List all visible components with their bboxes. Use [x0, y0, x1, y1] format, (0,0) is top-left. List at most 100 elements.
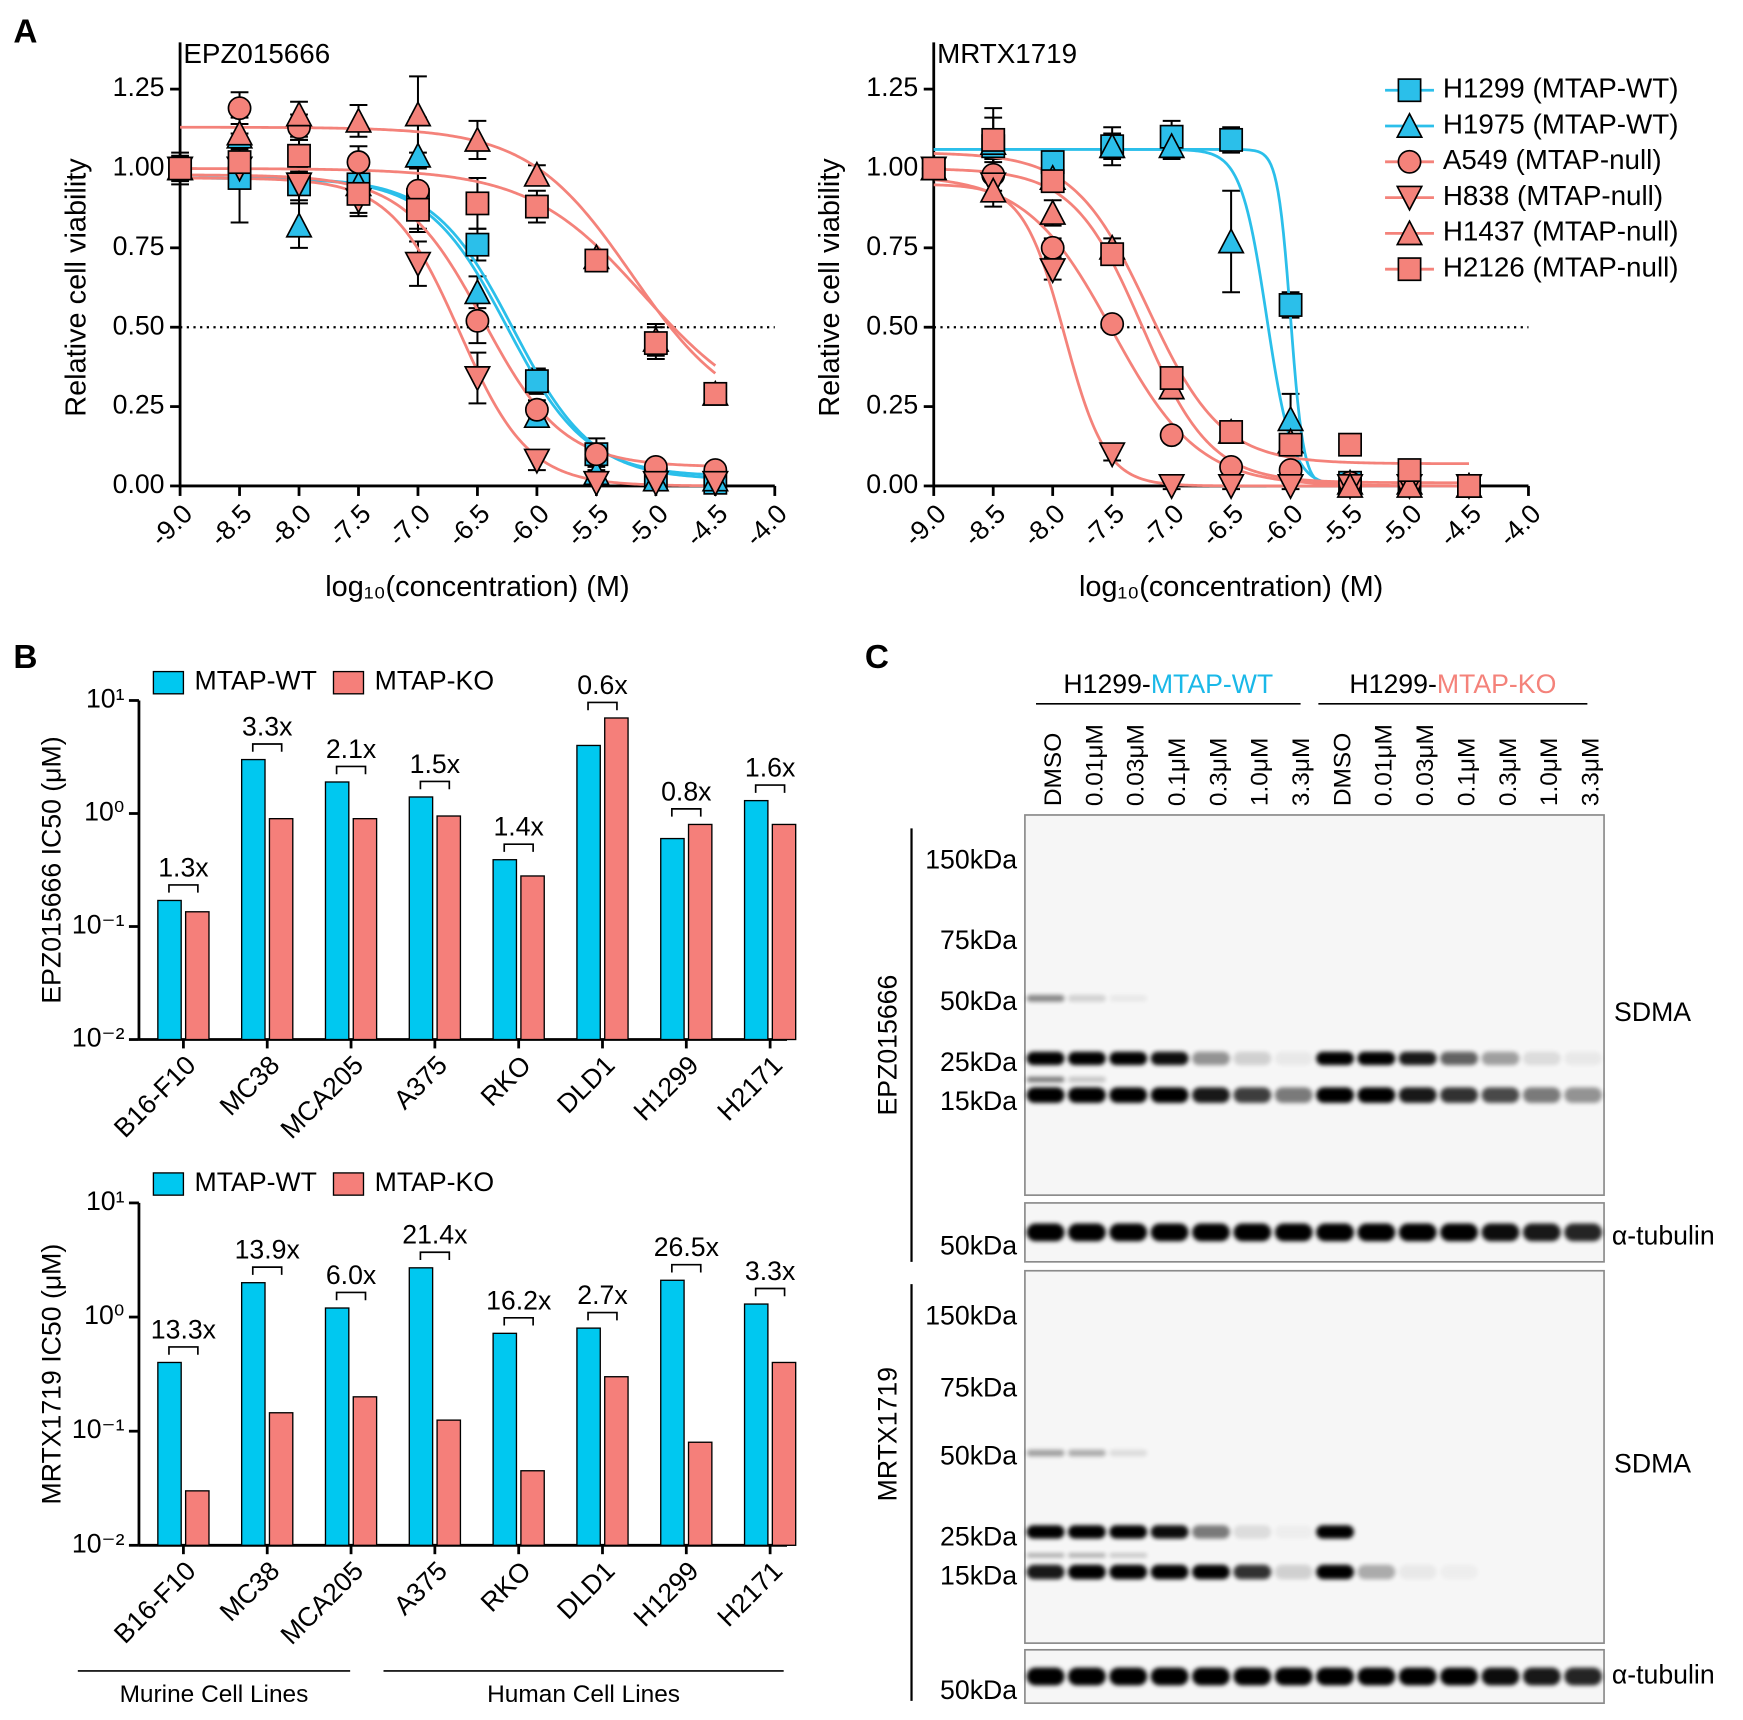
point [1397, 78, 1422, 103]
band [1192, 1223, 1230, 1242]
band [1481, 1667, 1520, 1686]
x-tick-label: -6.5 [1196, 498, 1250, 552]
lane-label: DMSO [1329, 733, 1356, 806]
x-tick-label: -9.0 [145, 498, 199, 552]
bracket [754, 1287, 786, 1297]
fit-curve [180, 125, 717, 375]
band [1026, 1087, 1065, 1103]
legend-label: H838 (MTAP-null) [1443, 180, 1663, 211]
bar [436, 1419, 462, 1546]
x-tick-label: -6.0 [1255, 498, 1309, 552]
band [1026, 1564, 1065, 1580]
point [463, 366, 492, 393]
bracket [419, 1251, 451, 1261]
band [1068, 1564, 1106, 1580]
band [1068, 995, 1106, 1002]
x-tick-label: H2171 [711, 1556, 788, 1633]
x-axis-label: log₁₀(concentration) (M) [325, 571, 629, 603]
fold-change: 21.4x [402, 1220, 468, 1250]
y-tick-label: 0.50 [866, 310, 918, 340]
legend-label: MTAP-KO [375, 666, 494, 696]
band [1026, 1449, 1065, 1457]
legend-label: MTAP-WT [195, 1167, 317, 1197]
bracket [168, 1346, 199, 1355]
point [1039, 198, 1067, 225]
band [1564, 1667, 1603, 1686]
fold-change: 2.1x [326, 734, 377, 764]
band [1150, 1051, 1189, 1066]
band [1150, 1667, 1189, 1686]
band [1440, 1051, 1478, 1066]
band [1274, 1223, 1313, 1242]
fold-change: 13.9x [235, 1235, 301, 1265]
point [285, 211, 313, 238]
point [1040, 235, 1065, 260]
bar [184, 1490, 210, 1546]
bar [660, 837, 685, 1041]
x-tick-label: -6.0 [501, 498, 555, 552]
bracket [251, 743, 283, 752]
fit-curve [933, 167, 1469, 485]
band [1068, 1087, 1106, 1103]
band [1192, 1051, 1230, 1066]
band [1440, 1565, 1478, 1579]
fold-change: 6.0x [326, 1260, 377, 1290]
x-tick-label: MCA205 [275, 1556, 370, 1651]
bar [436, 815, 462, 1041]
bar [352, 818, 378, 1041]
band [1150, 1223, 1189, 1242]
band [1522, 1223, 1561, 1242]
band [1564, 1223, 1603, 1242]
y-axis-label: Relative cell viability [60, 158, 92, 417]
band [1274, 1564, 1313, 1580]
x-tick-label: -5.0 [1374, 498, 1428, 552]
point [1219, 420, 1244, 444]
band [1109, 1525, 1148, 1539]
band [1068, 1449, 1106, 1457]
point [1219, 127, 1244, 152]
fold-change: 26.5x [654, 1232, 720, 1262]
y-tick-label: 1.00 [113, 152, 165, 182]
band [1068, 1667, 1106, 1686]
bar [240, 1282, 266, 1546]
bracket [335, 765, 367, 775]
fold-change: 3.3x [745, 1256, 796, 1286]
band [1233, 1667, 1272, 1686]
x-tick-label: H1299 [628, 1050, 705, 1127]
fit-curve [180, 176, 716, 488]
band [1316, 1564, 1354, 1580]
x-tick-label: -7.0 [1136, 498, 1190, 552]
x-tick-label: -7.0 [382, 498, 436, 552]
lane-label: 0.1μM [1453, 738, 1480, 806]
point [168, 156, 193, 181]
bar [184, 911, 210, 1041]
legend-swatch [332, 670, 365, 695]
band [1357, 1667, 1396, 1686]
x-tick-label: -8.0 [263, 498, 317, 552]
band [1192, 1087, 1230, 1103]
x-tick-label: DLD1 [551, 1050, 620, 1119]
band [1150, 1525, 1189, 1539]
band [1109, 1223, 1148, 1242]
mw-marker: 50kDa [940, 1441, 1017, 1471]
point [1457, 473, 1481, 498]
band [1481, 1051, 1520, 1066]
band [1522, 1087, 1561, 1103]
legend-label: H2126 (MTAP-null) [1443, 252, 1679, 283]
mw-marker: 50kDa [940, 986, 1017, 1016]
y-axis-label: Relative cell viability [814, 158, 846, 417]
y-tick-label: 10¹ [86, 684, 125, 714]
band [1109, 995, 1148, 1002]
point [225, 119, 254, 146]
y-tick-label: 0.00 [866, 469, 918, 499]
fold-change: 1.6x [745, 753, 796, 783]
bar [408, 1267, 434, 1546]
point [643, 331, 668, 356]
point [1039, 258, 1067, 285]
band [1068, 1553, 1106, 1558]
band [1026, 1667, 1065, 1686]
point [1395, 185, 1424, 212]
bar [240, 758, 266, 1041]
point [1040, 169, 1065, 194]
band [1274, 1087, 1313, 1103]
